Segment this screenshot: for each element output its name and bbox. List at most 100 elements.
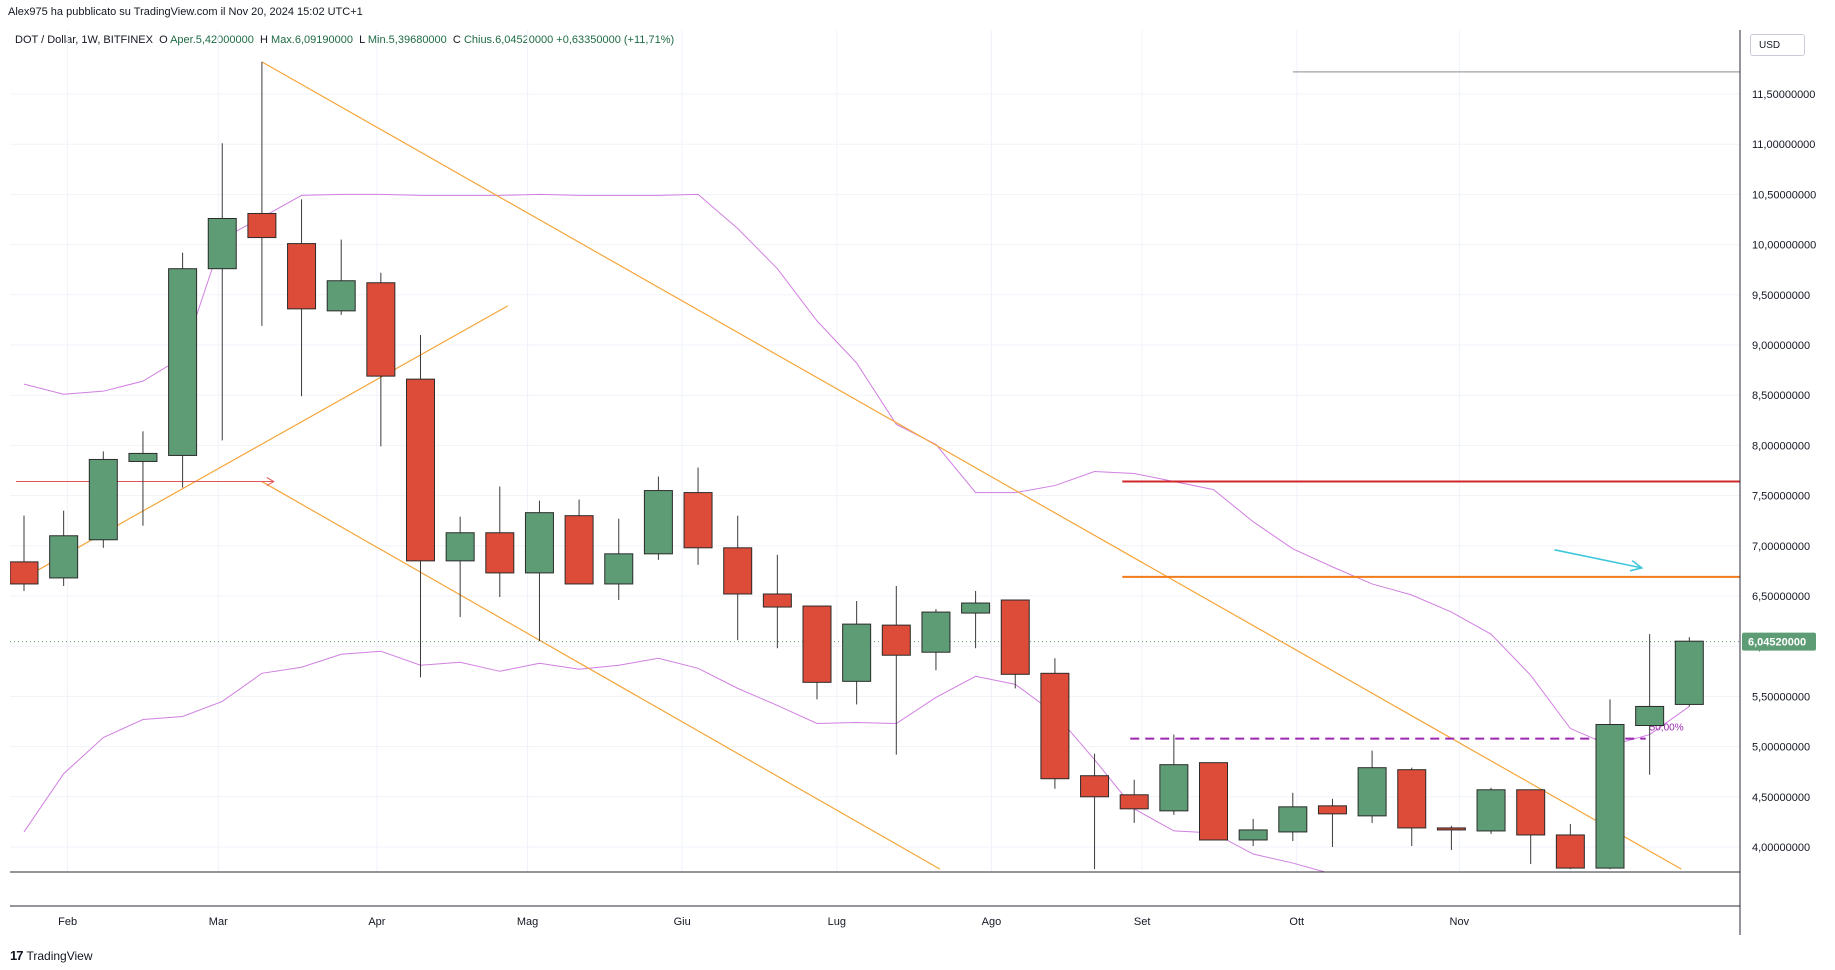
candle: [604, 518, 634, 601]
candle: [762, 554, 792, 649]
x-tick-label: Apr: [368, 916, 385, 928]
x-tick-label: Set: [1134, 916, 1151, 928]
x-tick-label: Ago: [982, 916, 1002, 928]
candle: [1238, 818, 1268, 846]
close-label: C: [452, 34, 461, 46]
candle: [366, 272, 396, 447]
candle: [1595, 699, 1625, 870]
candle: [445, 516, 475, 618]
candle: [1040, 658, 1070, 789]
change-value: +0,63350000 (+11,71%): [556, 34, 675, 46]
candle-body-up: [1159, 764, 1189, 812]
candle-body-up: [207, 217, 237, 270]
candle: [168, 252, 198, 488]
bollinger-bands: [23, 193, 1690, 872]
candle-body-up: [49, 535, 79, 579]
candle: [921, 609, 951, 671]
candle-body-up: [168, 268, 198, 456]
axes: 4,00000000 4,50000000 5,00000000 5,50000000…: [10, 30, 1816, 935]
candle-body-down: [762, 593, 792, 608]
candle-body-up: [1635, 705, 1665, 727]
brand-name: TradingView: [26, 948, 93, 963]
last-price-tag: [1742, 632, 1816, 651]
candle: [564, 499, 594, 585]
candle-body-down: [1555, 834, 1585, 869]
candle-body-up: [1357, 767, 1387, 817]
candle: [683, 467, 713, 565]
candle-body-down: [1317, 805, 1347, 815]
y-tick-label: 9,50000000: [1752, 290, 1810, 302]
candle-body-up: [643, 490, 673, 555]
y-tick-label: 8,50000000: [1752, 390, 1810, 402]
low-label: L: [359, 34, 365, 46]
x-tick-label: Ott: [1289, 916, 1304, 928]
candle: [1278, 792, 1308, 841]
x-tick-label: Feb: [58, 916, 77, 928]
x-tick-label: Lug: [828, 916, 846, 928]
high-value: Max.6,09190000: [271, 34, 353, 46]
candle-body-down: [1080, 775, 1110, 798]
y-tick-label: 10,00000000: [1752, 240, 1816, 252]
candle: [961, 590, 991, 649]
candle-body-down: [802, 605, 832, 683]
trendline: [261, 61, 1682, 870]
y-tick-label: 7,00000000: [1752, 541, 1810, 553]
open-value: Aper.5,42000000: [170, 34, 254, 46]
candle-body-down: [1040, 672, 1070, 780]
candle-body-down: [287, 243, 317, 310]
x-tick-label: Mar: [209, 916, 228, 928]
x-tick-label: Mag: [517, 916, 538, 928]
candle: [1317, 798, 1347, 847]
candle-body-down: [564, 515, 594, 585]
candle-body-up: [445, 532, 475, 562]
y-tick-label: 6,50000000: [1752, 591, 1810, 603]
candle: [643, 476, 673, 560]
candle-body-down: [1000, 599, 1030, 675]
y-tick-label: 11,50000000: [1752, 89, 1815, 101]
y-tick-label: 9,00000000: [1752, 340, 1810, 352]
candle: [10, 515, 39, 591]
candle-body-down: [1199, 762, 1228, 841]
candle-body-down: [10, 561, 39, 585]
cyan-arrow-head-icon: [1629, 559, 1644, 572]
y-tick-label: 4,00000000: [1752, 842, 1810, 854]
candle: [1199, 762, 1228, 841]
candle: [207, 143, 237, 441]
candle: [1555, 823, 1585, 870]
candle: [1159, 734, 1189, 815]
drawing-tools: 50,00%: [10, 61, 1740, 870]
candle-body-up: [842, 623, 872, 682]
symbol-name[interactable]: DOT / Dollar, 1W, BITFINEX: [15, 34, 153, 46]
candle-body-up: [1595, 724, 1625, 869]
trendline: [261, 481, 941, 870]
candle: [842, 601, 872, 705]
candle-body-down: [247, 212, 277, 239]
candle: [1397, 767, 1427, 846]
published-header: Alex975 ha pubblicato su TradingView.com…: [8, 6, 363, 18]
candle-body-up: [1674, 640, 1704, 705]
chart-grid: [10, 30, 1740, 872]
candle-body-up: [128, 452, 158, 462]
candle: [247, 61, 277, 326]
close-value: Chius.6,04520000: [463, 34, 554, 46]
candle: [802, 605, 832, 700]
candle: [881, 585, 911, 755]
y-tick-label: 8,00000000: [1752, 440, 1810, 452]
candle-body-down: [406, 378, 435, 562]
candle: [326, 239, 356, 315]
candle: [1119, 779, 1149, 823]
y-tick-label: 7,50000000: [1752, 491, 1810, 503]
candle-body-down: [1436, 827, 1466, 831]
candle: [1635, 634, 1665, 775]
candle-body-up: [604, 553, 634, 585]
high-label: H: [260, 34, 268, 46]
price-chart[interactable]: 50,00% 4,00000000 4,50000000 5,00000000 5,5…: [0, 0, 1835, 945]
low-value: Min.5,39680000: [367, 34, 447, 46]
cyan-arrow-line: [1554, 549, 1642, 569]
bollinger-lower-line: [23, 650, 1327, 872]
candle-body-up: [1476, 789, 1506, 832]
candle-body-up: [1278, 806, 1308, 833]
candle: [1436, 825, 1466, 851]
candle: [406, 334, 435, 678]
currency-button[interactable]: USD: [1750, 34, 1805, 56]
